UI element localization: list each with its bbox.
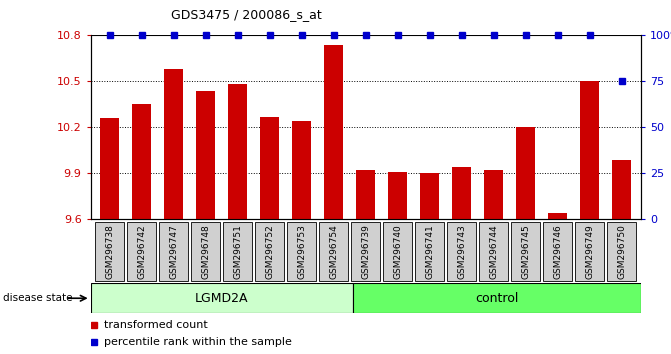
Bar [544,222,572,281]
Bar [580,81,599,219]
Bar [191,222,220,281]
Text: GSM296744: GSM296744 [489,224,498,279]
Text: GSM296749: GSM296749 [585,224,594,279]
Bar [479,222,508,281]
Bar [223,222,252,281]
Bar [511,222,540,281]
Text: GSM296743: GSM296743 [457,224,466,279]
Bar [612,160,631,219]
Bar [196,91,215,219]
Bar [91,283,353,313]
Text: disease state: disease state [3,293,73,303]
Text: GSM296748: GSM296748 [201,224,210,279]
Bar [484,170,503,219]
Text: GSM296738: GSM296738 [105,224,114,279]
Bar [127,222,156,281]
Bar [548,213,567,219]
Bar [164,69,183,219]
Bar [352,222,380,281]
Bar [575,222,604,281]
Bar [95,222,124,281]
Bar [228,85,248,219]
Text: GSM296750: GSM296750 [617,224,626,279]
Text: GSM296753: GSM296753 [297,224,306,279]
Text: transformed count: transformed count [104,320,207,330]
Bar [260,117,279,219]
Text: GSM296740: GSM296740 [393,224,402,279]
Bar [356,170,375,219]
Text: GSM296754: GSM296754 [329,224,338,279]
Bar [607,222,636,281]
Text: GSM296747: GSM296747 [169,224,178,279]
Text: control: control [475,292,519,305]
Bar [448,222,476,281]
Text: GSM296745: GSM296745 [521,224,530,279]
Text: GSM296742: GSM296742 [138,224,146,279]
Bar [516,127,535,219]
Bar [287,222,316,281]
Bar [292,121,311,219]
Text: LGMD2A: LGMD2A [195,292,248,305]
Text: GSM296751: GSM296751 [234,224,242,279]
Text: GSM296752: GSM296752 [265,224,274,279]
Text: GSM296739: GSM296739 [361,224,370,279]
Text: GDS3475 / 200086_s_at: GDS3475 / 200086_s_at [171,8,322,21]
Text: GSM296741: GSM296741 [425,224,434,279]
Bar [256,222,284,281]
Bar [160,222,188,281]
Bar [383,222,412,281]
Bar [420,173,440,219]
Bar [353,283,641,313]
Text: GSM296746: GSM296746 [553,224,562,279]
Bar [452,167,471,219]
Text: percentile rank within the sample: percentile rank within the sample [104,337,292,347]
Bar [415,222,444,281]
Bar [319,222,348,281]
Bar [324,45,344,219]
Bar [132,104,152,219]
Bar [388,172,407,219]
Bar [100,118,119,219]
